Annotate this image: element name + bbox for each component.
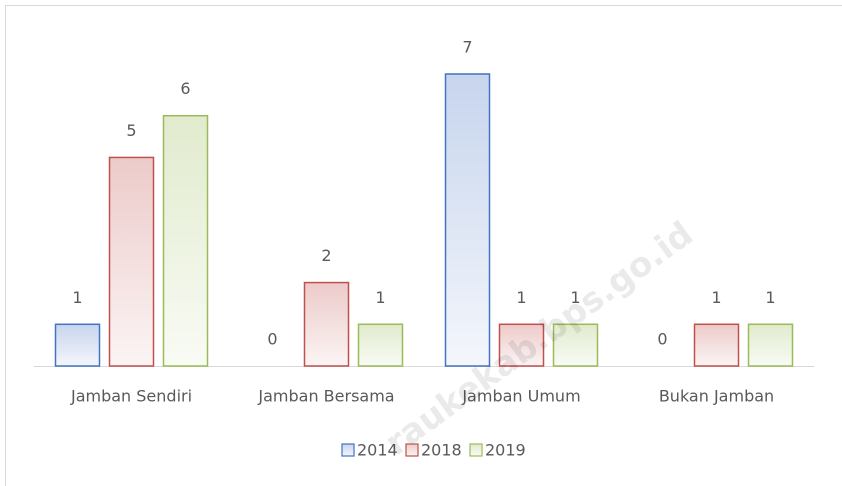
- legend-swatch: [469, 443, 483, 457]
- value-label: 1: [765, 288, 775, 307]
- value-label: 1: [72, 288, 82, 307]
- x-tick-label: Jamban Umum: [461, 387, 580, 406]
- bar: [552, 323, 599, 367]
- value-label: 0: [657, 330, 667, 349]
- bar: [444, 73, 491, 367]
- value-label: 2: [321, 246, 331, 265]
- x-tick-label: Jamban Sendiri: [70, 387, 192, 406]
- value-label: 1: [570, 288, 580, 307]
- value-label: 6: [180, 79, 190, 98]
- legend-swatch: [341, 443, 355, 457]
- bar: [108, 156, 155, 367]
- value-label: 1: [516, 288, 526, 307]
- value-label: 1: [711, 288, 721, 307]
- bar: [693, 323, 740, 367]
- bar: [498, 323, 545, 367]
- chart-frame: [5, 5, 842, 486]
- value-label: 0: [267, 330, 277, 349]
- x-tick-label: Bukan Jamban: [659, 387, 774, 406]
- bar: [303, 281, 350, 367]
- legend-label: 2014: [357, 441, 398, 460]
- legend-label: 2019: [485, 441, 526, 460]
- bar: [357, 323, 404, 367]
- watermark: raukekab.bps.go.id: [378, 214, 701, 464]
- bar: [162, 114, 209, 367]
- legend-label: 2018: [421, 441, 462, 460]
- value-label: 1: [375, 288, 385, 307]
- legend-swatch: [405, 443, 419, 457]
- bar: [747, 323, 794, 367]
- x-tick-label: Jamban Bersama: [257, 387, 394, 406]
- value-label: 7: [462, 38, 472, 57]
- value-label: 5: [126, 121, 136, 140]
- bar: [54, 323, 101, 367]
